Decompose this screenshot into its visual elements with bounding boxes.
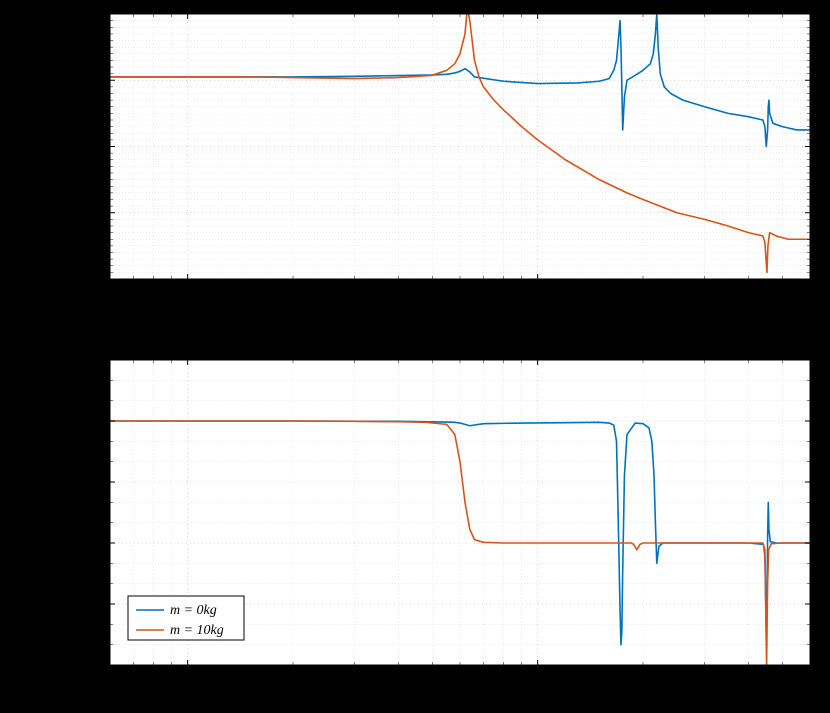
svg-text:|G| [dB]: |G| [dB]: [43, 122, 59, 170]
svg-text:m = 10kg: m = 10kg: [170, 623, 224, 638]
svg-text:-180: -180: [78, 535, 102, 550]
svg-text:-360: -360: [78, 657, 102, 672]
svg-text:arg G [deg]: arg G [deg]: [43, 478, 59, 547]
bode-plot-container: -60-40-20020101102ω [rad/s]|G| [dB]-360-…: [0, 0, 830, 713]
svg-text:2: 2: [548, 665, 555, 680]
svg-text:0: 0: [96, 413, 103, 428]
svg-text:-20: -20: [85, 139, 102, 154]
svg-text:m = 0kg: m = 0kg: [170, 603, 217, 618]
svg-text:ω [rad/s]: ω [rad/s]: [432, 691, 489, 707]
svg-text:-40: -40: [85, 205, 102, 220]
svg-text:1: 1: [198, 665, 205, 680]
svg-text:90: 90: [89, 352, 102, 367]
svg-text:ω [rad/s]: ω [rad/s]: [432, 305, 489, 321]
svg-text:10: 10: [531, 671, 544, 686]
svg-text:10: 10: [531, 285, 544, 300]
svg-text:20: 20: [89, 6, 102, 21]
svg-text:1: 1: [198, 279, 205, 294]
svg-text:-270: -270: [78, 596, 102, 611]
svg-text:-60: -60: [85, 271, 102, 286]
svg-text:-90: -90: [85, 474, 102, 489]
svg-text:10: 10: [181, 285, 194, 300]
svg-text:10: 10: [181, 671, 194, 686]
svg-text:0: 0: [96, 72, 103, 87]
svg-text:2: 2: [548, 279, 555, 294]
